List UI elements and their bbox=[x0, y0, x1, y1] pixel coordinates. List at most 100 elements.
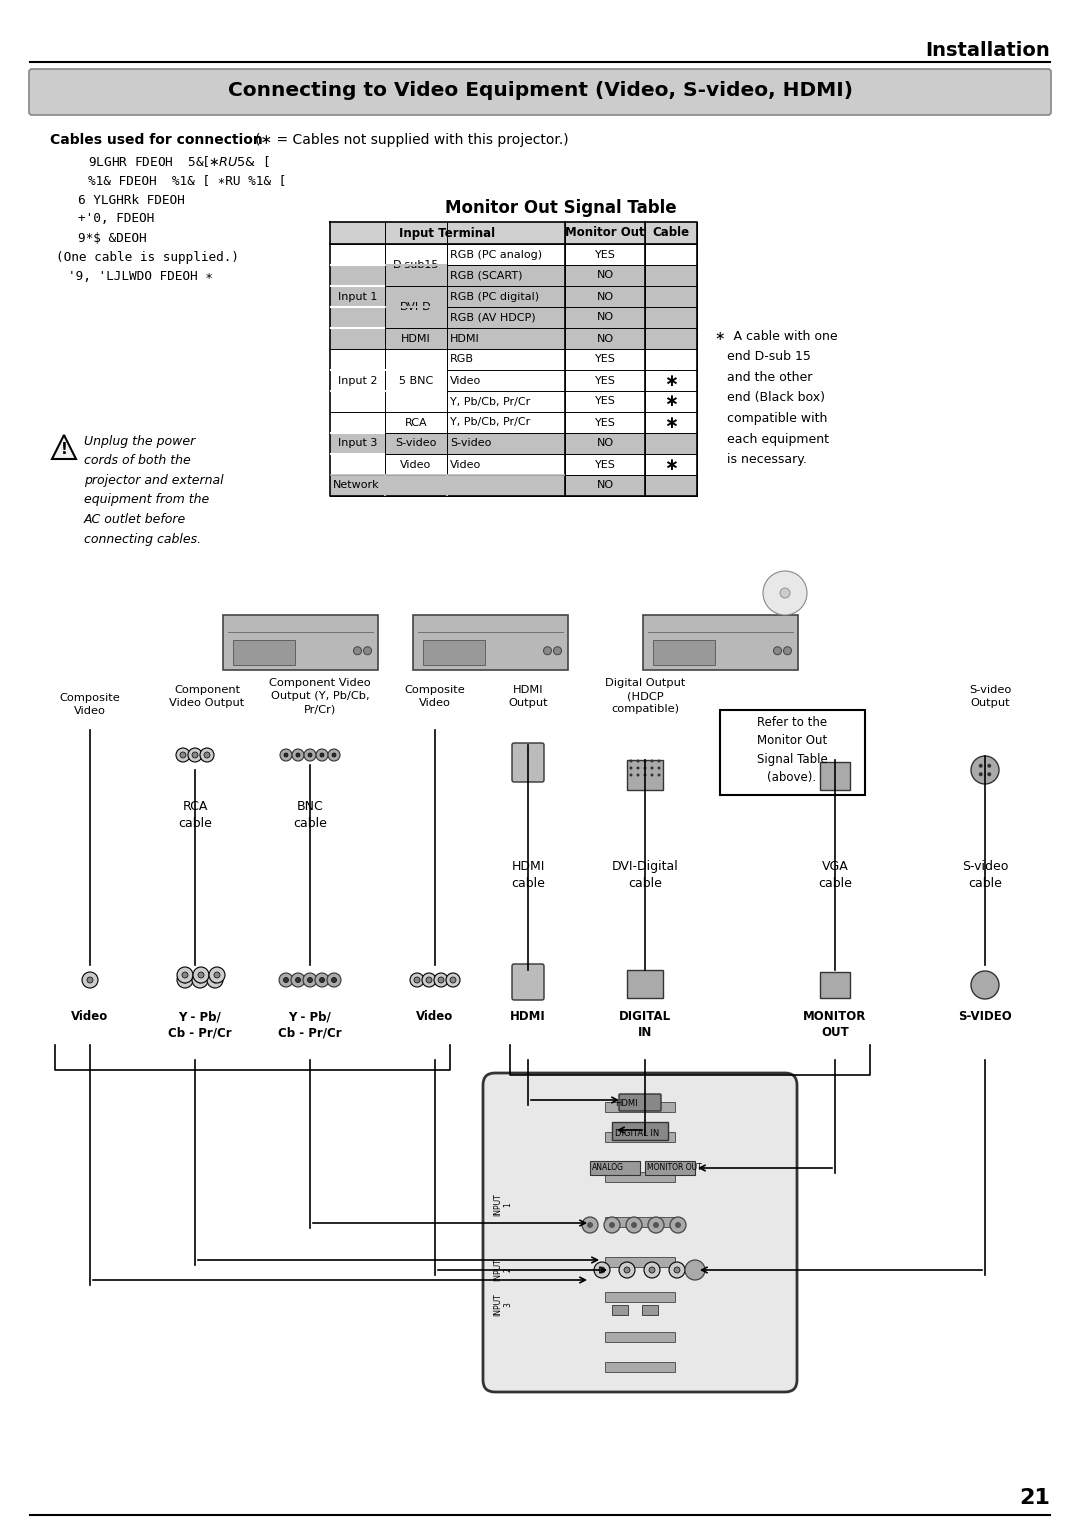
Text: 9LGHR FDEOH  5&$  [∗  RU 5&$ [: 9LGHR FDEOH 5&$ [∗ RU 5&$ [ bbox=[87, 155, 270, 170]
Circle shape bbox=[630, 760, 633, 763]
Circle shape bbox=[280, 749, 292, 761]
Text: NO: NO bbox=[596, 481, 613, 490]
Text: NO: NO bbox=[596, 313, 613, 323]
Text: HDMI: HDMI bbox=[450, 334, 480, 343]
Text: Y, Pb/Cb, Pr/Cr: Y, Pb/Cb, Pr/Cr bbox=[450, 418, 530, 427]
Text: RGB (AV HDCP): RGB (AV HDCP) bbox=[450, 313, 536, 323]
Circle shape bbox=[207, 971, 222, 988]
Circle shape bbox=[291, 973, 305, 987]
Circle shape bbox=[636, 760, 639, 763]
Text: '9, 'LJLWDO FDEOH ∗: '9, 'LJLWDO FDEOH ∗ bbox=[68, 270, 213, 282]
Circle shape bbox=[658, 774, 661, 777]
Bar bbox=[422, 640, 485, 665]
Text: Connecting to Video Equipment (Video, S-video, HDMI): Connecting to Video Equipment (Video, S-… bbox=[228, 81, 852, 101]
Circle shape bbox=[971, 755, 999, 784]
Circle shape bbox=[971, 971, 999, 999]
Bar bbox=[642, 1305, 658, 1314]
Text: S-video: S-video bbox=[450, 438, 491, 449]
Text: Network: Network bbox=[333, 481, 380, 490]
Text: RGB (PC analog): RGB (PC analog) bbox=[450, 250, 542, 259]
Text: DIGITAL
IN: DIGITAL IN bbox=[619, 1010, 671, 1039]
Circle shape bbox=[296, 977, 300, 982]
Text: Y - Pb/
Cb - Pr/Cr: Y - Pb/ Cb - Pr/Cr bbox=[279, 1010, 341, 1039]
Bar bbox=[330, 328, 697, 349]
Circle shape bbox=[320, 754, 324, 757]
Bar bbox=[627, 760, 663, 791]
Bar bbox=[643, 614, 797, 669]
Circle shape bbox=[669, 1262, 685, 1278]
Bar bbox=[605, 1102, 675, 1112]
Bar bbox=[222, 614, 378, 669]
Circle shape bbox=[438, 977, 444, 984]
Text: RGB (SCART): RGB (SCART) bbox=[450, 271, 523, 280]
Circle shape bbox=[588, 1223, 593, 1229]
Circle shape bbox=[554, 647, 562, 654]
Text: !: ! bbox=[60, 443, 67, 458]
Circle shape bbox=[987, 772, 991, 777]
Circle shape bbox=[87, 977, 93, 984]
Text: Input 3: Input 3 bbox=[338, 438, 377, 449]
Circle shape bbox=[308, 754, 312, 757]
Bar bbox=[330, 286, 697, 306]
Bar bbox=[605, 1362, 675, 1373]
Circle shape bbox=[653, 1223, 659, 1229]
Text: RCA
cable: RCA cable bbox=[178, 800, 212, 830]
Circle shape bbox=[658, 760, 661, 763]
Text: DIGITAL IN: DIGITAL IN bbox=[615, 1129, 659, 1137]
Circle shape bbox=[177, 967, 193, 984]
Circle shape bbox=[630, 774, 633, 777]
Bar bbox=[330, 412, 697, 434]
Bar bbox=[627, 970, 663, 997]
Circle shape bbox=[780, 588, 789, 597]
Bar bbox=[820, 971, 850, 997]
Text: ∗  A cable with one
   end D-sub 15
   and the other
   end (Black box)
   compa: ∗ A cable with one end D-sub 15 and the … bbox=[715, 329, 838, 466]
Text: NO: NO bbox=[596, 438, 613, 449]
Circle shape bbox=[674, 1267, 680, 1273]
Text: S-video
cable: S-video cable bbox=[962, 859, 1009, 890]
Circle shape bbox=[193, 967, 210, 984]
Text: S-video: S-video bbox=[395, 438, 436, 449]
Circle shape bbox=[450, 977, 456, 984]
Circle shape bbox=[644, 760, 647, 763]
Text: D-sub15: D-sub15 bbox=[393, 260, 440, 270]
Circle shape bbox=[582, 1216, 598, 1233]
Circle shape bbox=[650, 774, 653, 777]
Circle shape bbox=[978, 764, 983, 768]
Circle shape bbox=[675, 1223, 681, 1229]
Bar bbox=[330, 306, 697, 328]
Text: ∗: ∗ bbox=[664, 392, 678, 411]
Bar bbox=[330, 434, 697, 453]
Bar bbox=[605, 1291, 675, 1302]
Bar bbox=[330, 244, 697, 265]
Text: 6 YLGHRk FDEOH: 6 YLGHRk FDEOH bbox=[78, 193, 185, 207]
FancyBboxPatch shape bbox=[512, 743, 544, 781]
Bar bbox=[605, 1331, 675, 1342]
Text: Composite
Video: Composite Video bbox=[405, 685, 465, 708]
Circle shape bbox=[773, 647, 782, 654]
Bar bbox=[330, 475, 697, 496]
Text: RGB (PC digital): RGB (PC digital) bbox=[450, 291, 539, 302]
Circle shape bbox=[210, 967, 225, 984]
Bar bbox=[330, 349, 697, 371]
Text: Digital Output
(HDCP
compatible): Digital Output (HDCP compatible) bbox=[605, 679, 685, 714]
Text: Video: Video bbox=[450, 460, 482, 469]
Circle shape bbox=[303, 973, 318, 987]
Text: HDMI
cable: HDMI cable bbox=[511, 859, 545, 890]
Circle shape bbox=[644, 1262, 660, 1278]
Text: NO: NO bbox=[596, 334, 613, 343]
Text: HDMI
Output: HDMI Output bbox=[509, 685, 548, 708]
Bar bbox=[605, 1216, 675, 1227]
Text: ANALOG: ANALOG bbox=[592, 1163, 624, 1172]
Circle shape bbox=[327, 973, 341, 987]
Circle shape bbox=[644, 774, 647, 777]
Circle shape bbox=[320, 977, 324, 982]
Circle shape bbox=[176, 748, 190, 761]
Circle shape bbox=[978, 772, 983, 777]
Bar bbox=[820, 761, 850, 791]
Circle shape bbox=[410, 973, 424, 987]
Text: INPUT
1: INPUT 1 bbox=[494, 1193, 513, 1216]
Text: Video: Video bbox=[417, 1010, 454, 1023]
Text: MONITOR OUT: MONITOR OUT bbox=[647, 1163, 702, 1172]
Text: NO: NO bbox=[596, 271, 613, 280]
Circle shape bbox=[414, 977, 420, 984]
